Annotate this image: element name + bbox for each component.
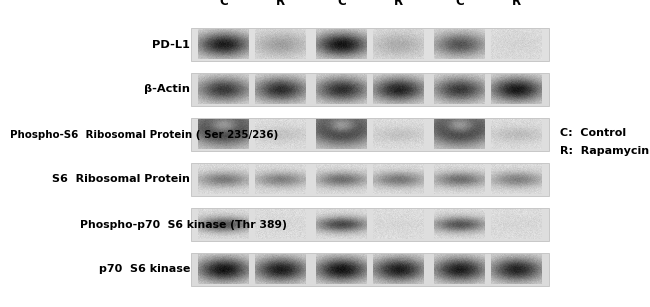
Text: C: C (219, 0, 227, 8)
Bar (191, 208, 549, 241)
Text: β-Actin: β-Actin (144, 84, 190, 95)
Text: R: R (512, 0, 521, 8)
Text: R: R (394, 0, 403, 8)
Text: C: C (456, 0, 464, 8)
Text: p70  S6 kinase: p70 S6 kinase (99, 265, 190, 274)
Text: Phospho-p70  S6 kinase (Thr 389): Phospho-p70 S6 kinase (Thr 389) (80, 220, 287, 230)
Bar (191, 28, 549, 61)
Text: PD-L1: PD-L1 (152, 40, 190, 49)
Text: Phospho-S6  Ribosomal Protein ( Ser 235/236): Phospho-S6 Ribosomal Protein ( Ser 235/2… (10, 130, 278, 139)
Text: S6  Ribosomal Protein: S6 Ribosomal Protein (52, 174, 190, 185)
Text: C:  Control
R:  Rapamycin: C: Control R: Rapamycin (560, 128, 649, 156)
Text: R: R (276, 0, 285, 8)
Bar (191, 73, 549, 106)
Bar (191, 163, 549, 196)
Text: C: C (337, 0, 346, 8)
Bar (191, 253, 549, 286)
Bar (191, 118, 549, 151)
